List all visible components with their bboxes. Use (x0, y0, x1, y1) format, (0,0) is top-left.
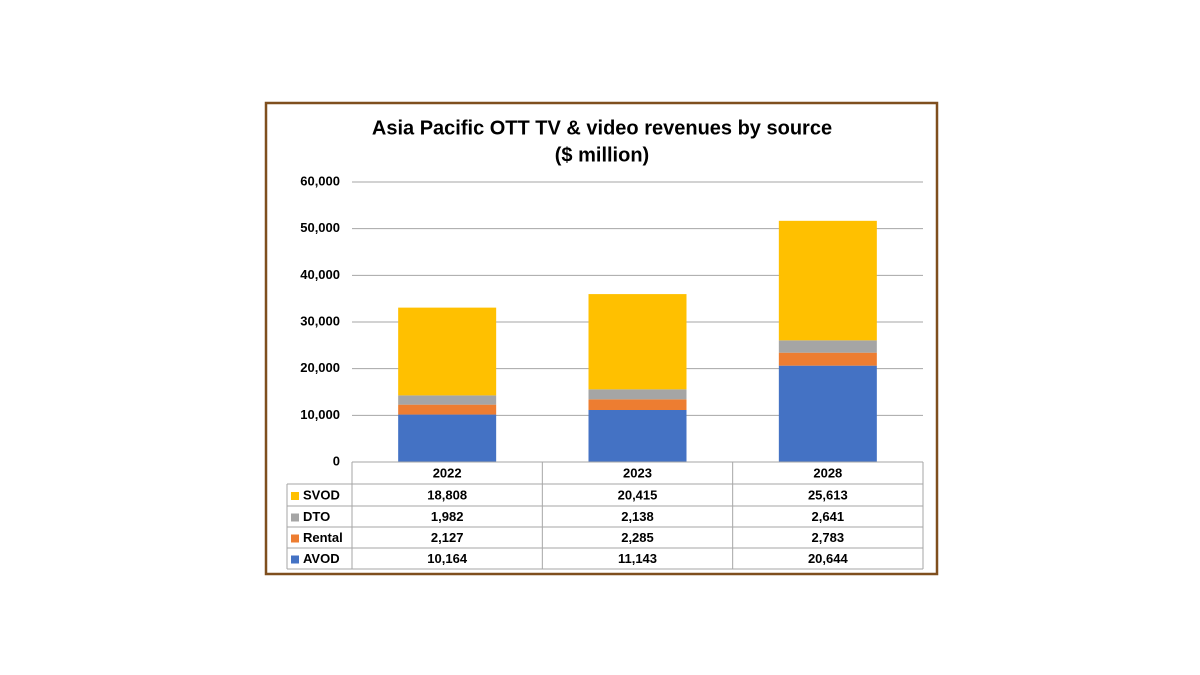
x-tick-label: 2023 (623, 465, 652, 480)
y-tick-label: 10,000 (300, 407, 340, 422)
table-value: 18,808 (427, 487, 467, 502)
bar-segment (778, 220, 877, 341)
table-value: 25,613 (808, 487, 848, 502)
table-value: 2,641 (812, 509, 845, 524)
bar-segment (588, 294, 687, 390)
legend-label: AVOD (303, 551, 340, 566)
legend-label: SVOD (303, 487, 340, 502)
y-tick-label: 60,000 (300, 173, 340, 188)
y-tick-label: 20,000 (300, 360, 340, 375)
bar-segment (588, 389, 687, 400)
bar-segment (588, 399, 687, 410)
table-value: 1,982 (431, 509, 464, 524)
table-value: 2,285 (621, 530, 654, 545)
table-value: 2,783 (812, 530, 845, 545)
x-tick-label: 2028 (813, 465, 842, 480)
table-value: 10,164 (427, 551, 468, 566)
chart-title: Asia Pacific OTT TV & video revenues by … (372, 117, 832, 139)
table-value: 20,415 (618, 487, 658, 502)
y-tick-label: 40,000 (300, 267, 340, 282)
legend-swatch (291, 492, 299, 500)
y-tick-label: 0 (333, 453, 340, 468)
x-tick-label: 2022 (433, 465, 462, 480)
y-tick-label: 30,000 (300, 313, 340, 328)
bar-segment (778, 340, 877, 353)
bar-segment (398, 307, 497, 396)
legend-swatch (291, 513, 299, 522)
y-tick-label: 50,000 (300, 220, 340, 235)
table-value: 2,138 (621, 509, 654, 524)
table-value: 20,644 (808, 551, 849, 566)
legend-label: Rental (303, 530, 343, 545)
bar-segment (778, 352, 877, 366)
bar-segment (398, 414, 497, 462)
chart-subtitle: ($ million) (555, 144, 649, 166)
bar-segment (588, 409, 687, 462)
bar-segment (778, 365, 877, 462)
legend-swatch (291, 555, 299, 564)
bar-segment (398, 404, 497, 415)
table-value: 2,127 (431, 530, 464, 545)
legend-label: DTO (303, 509, 330, 524)
table-value: 11,143 (618, 551, 657, 566)
bar-segment (398, 395, 497, 405)
legend-swatch (291, 534, 299, 543)
